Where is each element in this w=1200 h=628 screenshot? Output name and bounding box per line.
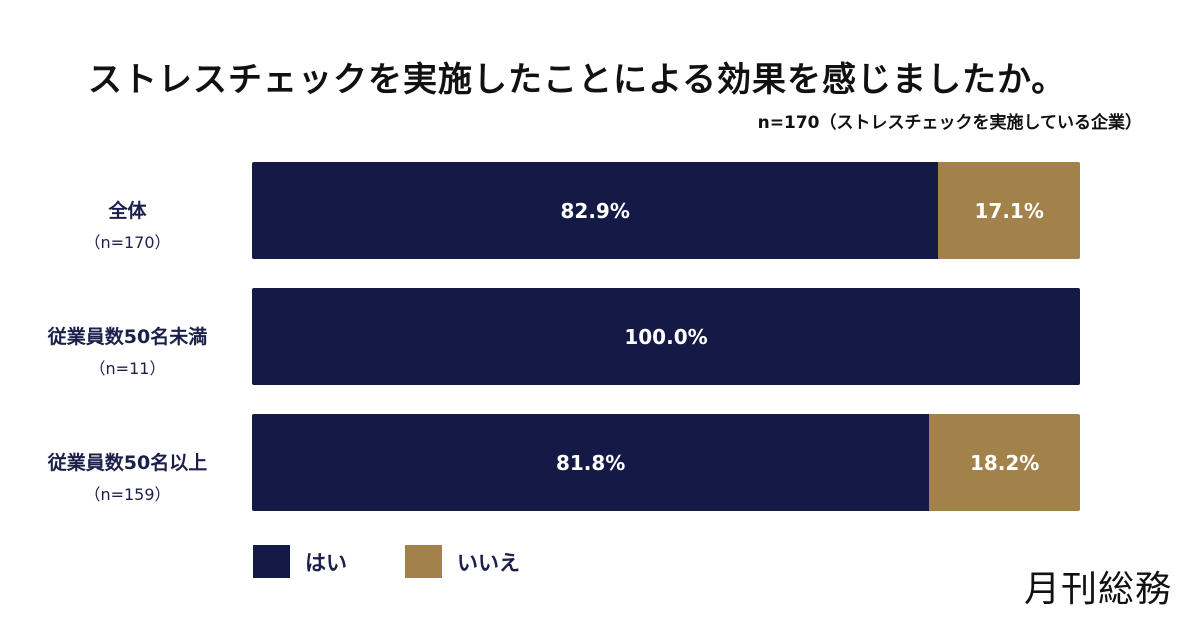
- bar-segment-yes: 100.0%: [252, 288, 1080, 385]
- legend-label-yes: はい: [305, 550, 347, 575]
- legend-item-yes: はい: [253, 545, 347, 578]
- bar-total: 82.9% 17.1%: [252, 162, 1080, 259]
- bar-under-50: 100.0%: [252, 288, 1080, 385]
- row-name: 全体: [108, 200, 147, 222]
- publisher-logo: 月刊総務: [1023, 569, 1172, 610]
- legend-swatch-no: [405, 545, 442, 578]
- chart-title: ストレスチェックを実施したことによる効果を感じましたか。: [88, 60, 1067, 100]
- bar-segment-no: 17.1%: [938, 162, 1080, 259]
- legend-label-no: いいえ: [457, 550, 520, 575]
- row-name: 従業員数50名以上: [47, 452, 208, 474]
- row-sample-size: （n=11）: [89, 359, 166, 378]
- row-sample-size: （n=170）: [84, 233, 171, 252]
- chart-subtitle: n=170（ストレスチェックを実施している企業）: [757, 113, 1142, 133]
- row-name: 従業員数50名未満: [47, 326, 208, 348]
- bar-segment-yes: 81.8%: [252, 414, 930, 511]
- row-label-50-plus: 従業員数50名以上 （n=159）: [20, 448, 235, 505]
- row-label-under-50: 従業員数50名未満 （n=11）: [20, 322, 235, 379]
- legend-item-no: いいえ: [405, 545, 520, 578]
- bar-segment-yes: 82.9%: [252, 162, 939, 259]
- chart-legend: はい いいえ: [253, 545, 575, 578]
- row-sample-size: （n=159）: [84, 485, 171, 504]
- legend-swatch-yes: [253, 545, 290, 578]
- bar-segment-no: 18.2%: [929, 414, 1080, 511]
- bar-50-plus: 81.8% 18.2%: [252, 414, 1080, 511]
- row-label-total: 全体 （n=170）: [20, 196, 235, 253]
